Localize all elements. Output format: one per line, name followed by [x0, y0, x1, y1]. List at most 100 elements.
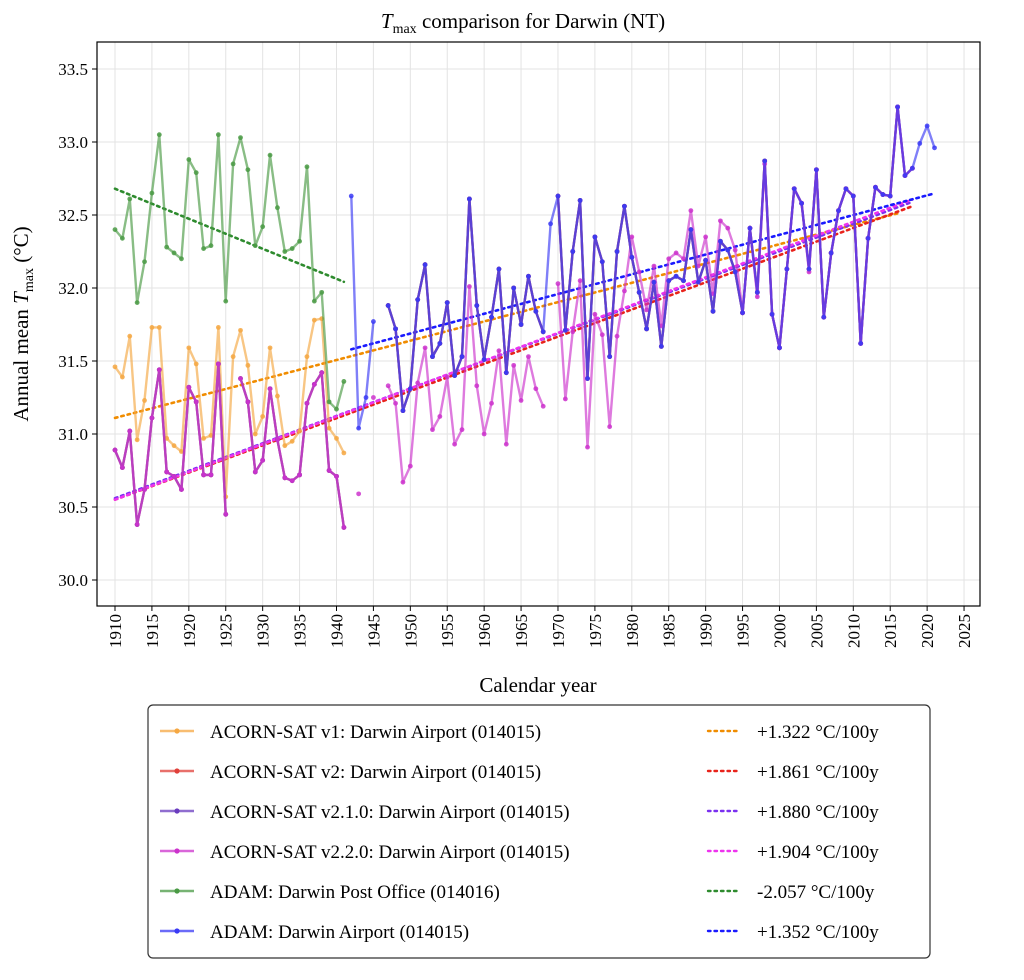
data-point — [585, 376, 590, 381]
data-point — [858, 341, 864, 346]
data-point — [311, 317, 317, 323]
data-point — [592, 311, 598, 317]
legend-trend-label: -2.057 °C/100y — [757, 882, 875, 903]
data-point — [681, 278, 686, 284]
data-point — [607, 424, 613, 430]
data-point — [230, 354, 236, 360]
data-point — [119, 374, 125, 380]
data-point — [518, 398, 524, 403]
data-point — [223, 298, 229, 304]
data-point — [171, 473, 177, 479]
data-point — [371, 319, 376, 324]
data-point — [703, 234, 709, 240]
data-point — [548, 221, 553, 227]
data-point — [695, 279, 701, 285]
data-point — [215, 361, 221, 367]
y-tick-label: 30.5 — [58, 498, 88, 517]
data-point — [629, 254, 635, 260]
data-point — [245, 399, 251, 405]
x-tick-label: 2020 — [918, 614, 937, 648]
data-point — [282, 443, 288, 449]
data-point — [260, 414, 266, 419]
data-point — [636, 269, 642, 275]
data-point — [149, 325, 155, 330]
data-point — [311, 298, 317, 304]
data-point — [843, 186, 849, 192]
grid — [97, 42, 980, 606]
y-tick-label: 31.0 — [58, 425, 88, 444]
series-line — [113, 362, 227, 526]
data-point — [252, 243, 258, 249]
data-point — [304, 400, 310, 406]
y-tick-label: 33.5 — [58, 60, 88, 79]
data-point — [909, 165, 915, 171]
data-point — [902, 173, 908, 178]
data-point — [156, 325, 162, 330]
data-point — [134, 437, 140, 443]
data-point — [179, 449, 184, 454]
data-point — [444, 374, 450, 380]
data-point — [119, 465, 125, 470]
series-line — [114, 133, 346, 411]
data-point — [673, 250, 679, 256]
data-point — [193, 170, 199, 176]
x-tick-label: 2010 — [844, 614, 863, 648]
data-point — [658, 344, 664, 349]
data-point — [289, 246, 295, 251]
data-point — [289, 478, 295, 484]
y-tick-label: 32.0 — [58, 279, 88, 298]
data-point — [156, 132, 162, 138]
x-tick-label: 2005 — [807, 614, 826, 648]
data-point — [474, 383, 480, 389]
data-point — [496, 348, 502, 354]
data-point — [599, 259, 605, 265]
y-tick-label: 33.0 — [58, 133, 88, 152]
data-point — [444, 300, 450, 305]
x-tick-label: 1915 — [143, 614, 162, 648]
data-point — [813, 167, 819, 173]
legend-label: ACORN-SAT v2.2.0: Darwin Airport (014015… — [210, 842, 570, 863]
x-tick-label: 1920 — [180, 614, 199, 648]
data-point — [164, 469, 170, 475]
data-point — [592, 234, 598, 240]
data-point — [341, 379, 347, 384]
data-point — [341, 450, 347, 456]
data-point — [334, 435, 339, 441]
trend-line — [113, 204, 914, 502]
x-tick-label: 1935 — [291, 614, 310, 648]
x-tick-label: 1990 — [697, 614, 716, 648]
data-point — [437, 414, 443, 419]
x-tick-label: 1945 — [364, 614, 383, 648]
data-point — [112, 364, 118, 370]
data-point — [193, 399, 199, 405]
x-tick-label: 1995 — [734, 614, 753, 648]
data-point — [215, 325, 221, 330]
legend-marker-dot — [174, 848, 180, 854]
data-point — [754, 294, 760, 300]
data-point — [828, 250, 834, 256]
legend-label: ADAM: Darwin Airport (014015) — [210, 922, 469, 943]
legend-trend-label: +1.904 °C/100y — [757, 842, 879, 863]
legend-marker-dot — [174, 808, 180, 814]
data-point — [238, 135, 243, 141]
data-point — [326, 425, 332, 431]
data-point — [267, 386, 273, 392]
x-tick-label: 1940 — [327, 614, 346, 648]
data-point — [459, 427, 465, 433]
legend-label: ACORN-SAT v2: Darwin Airport (014015) — [210, 762, 541, 783]
data-point — [267, 152, 273, 158]
data-point — [275, 437, 280, 443]
data-point — [924, 123, 930, 129]
legend-entry: ACORN-SAT v2: Darwin Airport (014015) +1.… — [160, 762, 879, 783]
data-point — [275, 393, 280, 399]
data-point — [201, 246, 206, 251]
data-point — [666, 256, 672, 262]
data-point — [260, 224, 266, 230]
legend-marker-dot — [174, 888, 180, 894]
data-point — [400, 479, 406, 485]
data-point — [518, 322, 524, 327]
legend-trend-label: +1.861 °C/100y — [757, 762, 879, 783]
data-point — [489, 400, 494, 406]
data-point — [371, 395, 376, 400]
data-point — [311, 381, 317, 387]
